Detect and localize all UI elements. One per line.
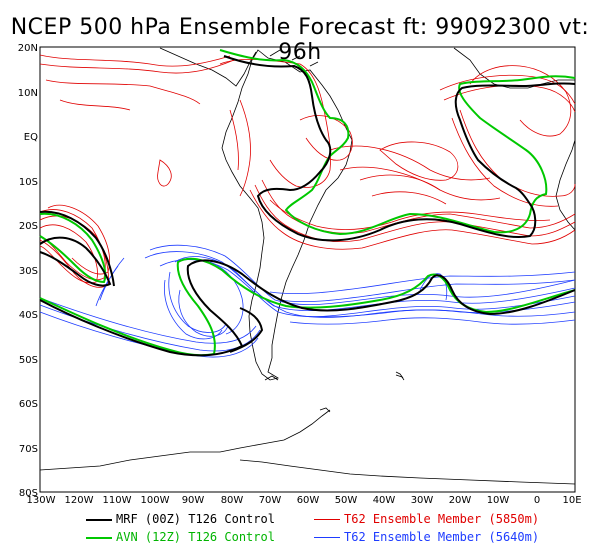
red-contour [157, 159, 172, 187]
coastline-central-america [159, 47, 257, 87]
legend-avn-swatch [86, 536, 112, 539]
lon-tick-130w: 130W [27, 495, 56, 506]
red-contour [379, 141, 459, 181]
islands [264, 371, 404, 413]
blue-contour [279, 279, 576, 303]
lat-tick-40s: 40S [19, 310, 38, 321]
lon-tick-60w: 60W [297, 495, 320, 506]
blue-contour [289, 317, 576, 325]
red-contour [249, 189, 576, 250]
island-outline [395, 371, 404, 379]
lat-tick-30s: 30S [19, 266, 38, 277]
lon-tick-20w: 20W [449, 495, 472, 506]
lon-tick-120w: 120W [65, 495, 94, 506]
lon-tick-100w: 100W [141, 495, 170, 506]
blue-contour [269, 271, 576, 295]
lon-tick-0: 0 [534, 495, 540, 506]
lon-tick-40w: 40W [373, 495, 396, 506]
blue-contour [149, 244, 576, 306]
legend-mrf-swatch [86, 518, 112, 521]
lat-tick-80s: 80S [19, 488, 38, 499]
blue-contour [168, 271, 227, 333]
map-title: NCEP 500 hPa Ensemble Forecast ft: 99092… [10, 15, 590, 65]
coastline-africa [453, 47, 576, 231]
lon-tick-50w: 50W [335, 495, 358, 506]
longitude-axis: 130W 120W 110W 100W 90W 80W 70W 60W 50W … [27, 495, 582, 506]
island-outline [319, 407, 331, 413]
island-outline [264, 375, 279, 381]
mrf-contour [39, 236, 112, 287]
legend-red: T62 Ensemble Member (5850m) [314, 512, 539, 526]
lon-tick-80w: 80W [221, 495, 244, 506]
coastline-antarctica [39, 409, 576, 485]
lat-tick-50s: 50S [19, 355, 38, 366]
lat-tick-20s: 20S [19, 221, 38, 232]
lon-tick-70w: 70W [259, 495, 282, 506]
red-contour [451, 117, 559, 207]
red-contour [359, 174, 447, 205]
latitude-axis: 20N 10N EQ 10S 20S 30S 40S 50S 60S 70S 8… [18, 43, 38, 499]
red-ensemble-contours [39, 54, 576, 288]
legend-red-label: T62 Ensemble Member (5850m) [344, 512, 540, 526]
mrf-contour [39, 210, 115, 287]
avn-contour [219, 49, 576, 236]
legend-blue-label: T62 Ensemble Member (5640m) [344, 530, 540, 544]
blue-ensemble-contours [39, 244, 576, 358]
lon-tick-90w: 90W [182, 495, 205, 506]
red-contour [269, 199, 551, 230]
blue-contour [299, 309, 576, 318]
red-contour [229, 99, 251, 197]
legend-blue: T62 Ensemble Member (5640m) [314, 530, 539, 544]
coastline-caribbean [269, 49, 319, 67]
legend-mrf-label: MRF (00Z) T126 Control [116, 512, 275, 526]
lat-tick-eq: EQ [24, 132, 38, 143]
blue-contour [209, 261, 244, 335]
legend-blue-swatch [314, 537, 340, 538]
blue-contour [178, 289, 229, 337]
mrf-contour [39, 259, 576, 357]
red-contour [459, 109, 576, 197]
legend-red-swatch [314, 519, 340, 520]
lat-tick-20n: 20N [18, 43, 38, 54]
lat-tick-10n: 10N [18, 88, 38, 99]
lat-tick-60s: 60S [19, 399, 38, 410]
blue-contour [159, 259, 576, 318]
mrf-control-contours [39, 55, 576, 357]
coastlines [39, 47, 576, 485]
lon-tick-10e: 10E [562, 495, 581, 506]
red-contour [45, 79, 201, 111]
lon-tick-30w: 30W [411, 495, 434, 506]
lat-tick-70s: 70S [19, 444, 38, 455]
mrf-contour [223, 55, 576, 242]
avn-contour [39, 257, 576, 357]
map-frame [39, 46, 576, 493]
red-contour [39, 224, 98, 284]
lon-tick-110w: 110W [103, 495, 132, 506]
mrf-contour [229, 307, 264, 353]
lat-tick-10s: 10S [19, 177, 38, 188]
blue-contour [419, 273, 448, 301]
legend-mrf: MRF (00Z) T126 Control [86, 512, 275, 526]
blue-contour [39, 297, 257, 344]
red-contour [39, 54, 235, 74]
red-contour [219, 58, 331, 188]
red-contour [47, 204, 110, 275]
red-contour [39, 209, 106, 281]
lon-tick-10w: 10W [487, 495, 510, 506]
red-contour [469, 65, 572, 137]
avn-contour [39, 212, 107, 284]
legend-avn: AVN (12Z) T126 Control [86, 530, 275, 544]
legend-avn-label: AVN (12Z) T126 Control [116, 530, 275, 544]
